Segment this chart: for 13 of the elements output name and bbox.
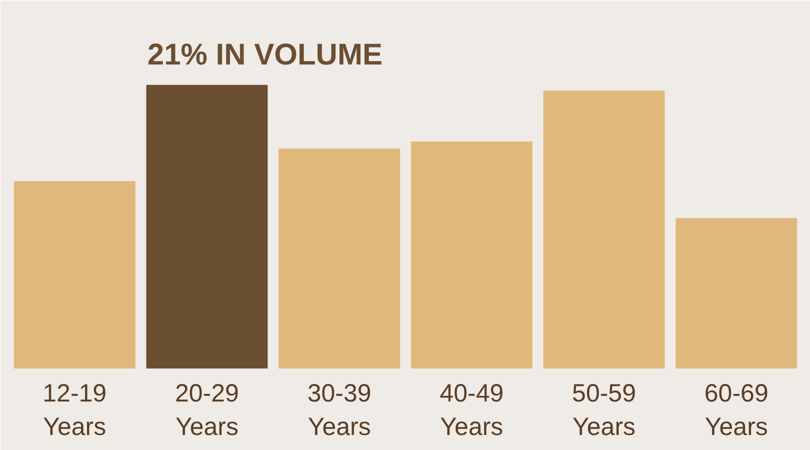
x-tick-label: 40-49 Years bbox=[440, 380, 504, 442]
bar bbox=[410, 142, 532, 368]
annotation: 21% IN VOLUME bbox=[147, 38, 382, 72]
x-tick-label: 60-69 Years bbox=[704, 380, 768, 442]
x-tick-label: 20-29 Years bbox=[175, 380, 239, 442]
bar bbox=[676, 218, 798, 368]
bar bbox=[14, 181, 136, 368]
bar bbox=[543, 90, 665, 368]
x-tick-label: 12-19 Years bbox=[42, 380, 107, 442]
x-tick-label: 30-39 Years bbox=[307, 380, 372, 442]
x-tick-label: 50-59 Years bbox=[572, 380, 636, 442]
bar bbox=[278, 148, 400, 368]
bar bbox=[146, 84, 268, 368]
